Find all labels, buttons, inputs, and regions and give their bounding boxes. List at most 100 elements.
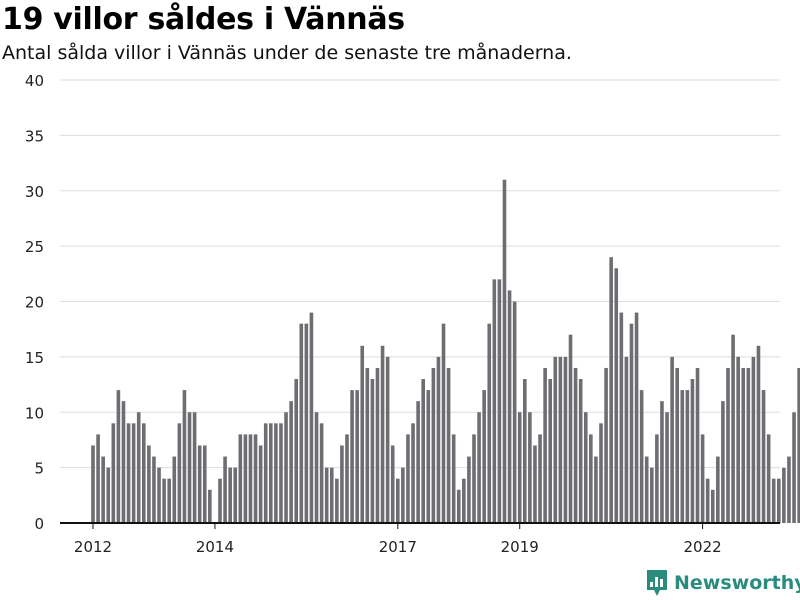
- bar: [451, 434, 456, 523]
- bar: [401, 467, 405, 523]
- bar: [324, 467, 329, 523]
- bar: [248, 434, 253, 523]
- bar: [467, 456, 471, 523]
- y-tick-label: 15: [25, 349, 44, 367]
- y-tick-label: 10: [25, 404, 44, 422]
- bar: [355, 390, 359, 523]
- bar: [548, 379, 552, 523]
- bar: [563, 356, 568, 523]
- bar: [634, 312, 639, 523]
- y-tick-label: 5: [34, 460, 44, 478]
- brand-logo[interactable]: Newsworthy: [645, 568, 800, 598]
- bar: [685, 390, 690, 523]
- bar: [253, 434, 258, 523]
- bar: [406, 434, 410, 523]
- bar: [157, 467, 161, 523]
- bar: [761, 390, 766, 523]
- bar: [177, 423, 182, 523]
- y-tick-label: 30: [25, 183, 44, 201]
- brand-name: Newsworthy: [674, 572, 800, 594]
- bar: [766, 434, 771, 523]
- bar: [289, 401, 293, 523]
- bar: [462, 478, 466, 523]
- bar: [340, 445, 344, 523]
- bar: [396, 478, 400, 523]
- bar: [258, 445, 263, 523]
- y-tick-label: 35: [25, 127, 44, 145]
- bar: [782, 467, 786, 523]
- bar: [528, 412, 532, 523]
- bar: [650, 467, 654, 523]
- bar: [182, 390, 187, 523]
- bar: [274, 423, 278, 523]
- bar: [385, 356, 390, 523]
- bar: [741, 367, 746, 523]
- bar: [172, 456, 177, 523]
- bar: [710, 489, 715, 523]
- bar: [644, 456, 649, 523]
- bar: [624, 356, 629, 523]
- bar: [299, 323, 304, 523]
- bar: [101, 456, 105, 523]
- bar: [756, 345, 761, 523]
- bar: [238, 434, 243, 523]
- bar: [609, 257, 613, 523]
- y-tick-label: 25: [25, 238, 44, 256]
- bar: [370, 379, 375, 523]
- bar: [91, 445, 95, 523]
- bar: [665, 412, 669, 523]
- bar: [335, 478, 339, 523]
- bar: [136, 412, 141, 523]
- bar: [152, 456, 156, 523]
- bar: [797, 367, 800, 523]
- newsworthy-logo-icon: [647, 570, 667, 596]
- bar: [680, 390, 685, 523]
- bar: [142, 423, 146, 523]
- y-tick-label: 40: [25, 72, 44, 90]
- bar: [594, 456, 598, 523]
- bar: [700, 434, 705, 523]
- bar: [604, 367, 608, 523]
- bar: [517, 412, 522, 523]
- bar: [751, 356, 756, 523]
- bar: [309, 312, 314, 523]
- bar: [360, 345, 365, 523]
- bar: [350, 390, 354, 523]
- bar: [614, 268, 619, 523]
- bar: [243, 434, 248, 523]
- bar: [507, 290, 512, 523]
- bar: [726, 367, 730, 523]
- bar: [375, 367, 380, 523]
- bar: [655, 434, 659, 523]
- bar: [126, 423, 131, 523]
- bar: [436, 356, 441, 523]
- x-tick-label: 2017: [379, 538, 417, 556]
- bar: [533, 445, 537, 523]
- bar: [96, 434, 100, 523]
- bar: [228, 467, 232, 523]
- bar: [497, 279, 502, 523]
- bar: [269, 423, 273, 523]
- bar: [771, 478, 776, 523]
- bar: [472, 434, 476, 523]
- bar: [263, 423, 268, 523]
- bar: [111, 423, 116, 523]
- bar: [670, 356, 674, 523]
- bar: [202, 445, 207, 523]
- bar: [690, 379, 695, 523]
- bar: [167, 478, 171, 523]
- bar: [192, 412, 197, 523]
- bar: [619, 312, 624, 523]
- bar: [675, 367, 679, 523]
- bar: [390, 445, 395, 523]
- bar: [218, 478, 222, 523]
- bar: [416, 401, 420, 523]
- bar: [746, 367, 751, 523]
- bar: [558, 356, 563, 523]
- x-tick-label: 2022: [684, 538, 722, 556]
- bar: [487, 323, 492, 523]
- bar: [162, 478, 166, 523]
- bar: [736, 356, 740, 523]
- bar: [477, 412, 481, 523]
